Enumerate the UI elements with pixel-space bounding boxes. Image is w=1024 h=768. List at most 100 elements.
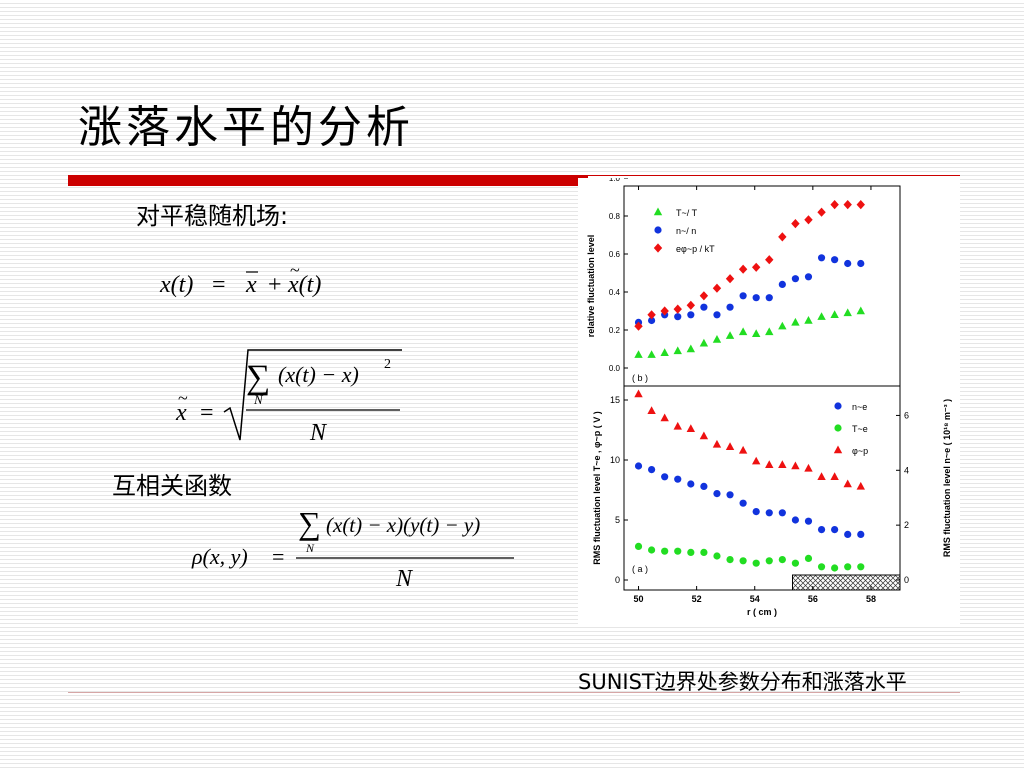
top-series-point bbox=[674, 313, 682, 321]
bottom-right-ytick-label: 6 bbox=[904, 410, 909, 420]
top-series-point bbox=[857, 259, 865, 268]
top-series-point bbox=[843, 200, 852, 210]
bottom-series-point bbox=[778, 460, 787, 468]
formula-rms-sum: ∑ bbox=[246, 359, 270, 396]
bottom-series-point bbox=[725, 442, 735, 450]
top-series-point bbox=[791, 219, 800, 229]
top-ytick-label: 0.0 bbox=[609, 364, 621, 373]
top-series-point bbox=[699, 291, 709, 301]
bottom-legend-label: φ~p bbox=[852, 446, 868, 456]
top-series-point bbox=[817, 312, 826, 320]
bottom-right-ytick-label: 0 bbox=[904, 575, 909, 585]
top-series-point bbox=[725, 331, 735, 339]
tilde-mark: ~ bbox=[290, 260, 300, 280]
top-series-point bbox=[765, 327, 774, 336]
title-accent-line bbox=[588, 175, 960, 176]
xtick-label: 56 bbox=[808, 594, 818, 604]
top-series-point bbox=[791, 317, 800, 326]
limiter-shadow-region bbox=[792, 574, 901, 591]
bottom-series-point bbox=[791, 461, 800, 470]
top-ytick-label: 1.0 bbox=[609, 178, 621, 183]
bottom-series-point bbox=[844, 563, 852, 571]
top-series-point bbox=[817, 207, 826, 217]
top-series-point bbox=[647, 310, 656, 320]
bottom-series-point bbox=[634, 389, 643, 398]
top-series-point bbox=[791, 275, 800, 283]
bottom-legend-marker bbox=[833, 445, 843, 454]
bottom-series-point bbox=[687, 480, 695, 488]
formula-decomp-lhs: x(t) bbox=[159, 272, 193, 298]
footer-divider bbox=[68, 692, 960, 693]
top-legend-marker bbox=[653, 243, 663, 253]
top-ytick-label: 0.2 bbox=[609, 326, 621, 335]
top-series-point bbox=[738, 327, 748, 336]
formula-decomp-mean: x bbox=[245, 272, 257, 298]
bottom-right-y-axis-label: RMS fluctuation level n~e ( 10¹⁸ m⁻³ ) bbox=[942, 399, 952, 557]
slide-caption: SUNIST边界处参数分布和涨落水平 bbox=[578, 670, 907, 694]
top-series-point bbox=[843, 308, 852, 317]
formula-correlation: ρ(x, y) = ∑ N (x(t) − x)(y(t) − y) N bbox=[191, 505, 514, 592]
top-legend-label: n~/ n bbox=[676, 226, 696, 236]
bottom-series-point bbox=[778, 556, 786, 564]
top-series-point bbox=[686, 300, 696, 310]
top-series-point bbox=[830, 310, 839, 318]
top-ytick-label: 0.8 bbox=[609, 212, 621, 221]
top-series-point bbox=[751, 329, 761, 337]
top-legend-marker bbox=[654, 226, 662, 234]
top-series-point bbox=[700, 303, 708, 311]
formula-rms-lhs: x bbox=[175, 400, 187, 426]
top-series-point bbox=[752, 294, 760, 302]
top-series-point bbox=[778, 232, 787, 242]
fluctuation-chart-svg: 0.0 0.2 0.4 0.6 0.8 1.0 0 5 10 15 0 2 4 6 50 52 54 56 58 r … bbox=[586, 174, 952, 617]
top-series-point bbox=[686, 344, 696, 353]
bottom-series-point bbox=[713, 552, 721, 560]
xtick-label: 52 bbox=[692, 594, 702, 604]
formula-corr-sum: ∑ bbox=[298, 505, 321, 541]
xtick-label: 58 bbox=[866, 594, 876, 604]
bottom-series-point bbox=[857, 563, 865, 571]
bottom-series-point bbox=[674, 547, 682, 555]
bottom-series-point bbox=[739, 557, 747, 565]
top-legend-marker bbox=[653, 207, 663, 216]
formula-corr-denom: N bbox=[395, 566, 414, 592]
top-series-point bbox=[856, 200, 865, 210]
top-series-point bbox=[699, 338, 709, 347]
top-series-point bbox=[687, 311, 695, 319]
top-series-point bbox=[634, 350, 643, 358]
top-series-point bbox=[765, 294, 773, 302]
bottom-series-point bbox=[687, 548, 695, 556]
bottom-series-point bbox=[831, 526, 839, 534]
panel-label-b: ( b ) bbox=[632, 373, 648, 383]
top-series-point bbox=[738, 264, 748, 274]
bottom-series-point bbox=[686, 424, 696, 432]
bottom-series-point bbox=[844, 530, 852, 538]
slide-title: 涨落水平的分析 bbox=[78, 102, 414, 153]
top-series-point bbox=[712, 335, 722, 343]
bottom-series-point bbox=[751, 456, 761, 465]
formula-rms-numer: (x(t) − x) bbox=[278, 362, 359, 387]
formula-decomposition: x(t) = x + x(t) ~ bbox=[159, 260, 321, 298]
xtick-label: 54 bbox=[750, 594, 760, 604]
bottom-ytick-label: 15 bbox=[610, 395, 620, 405]
formula-rms-power: 2 bbox=[384, 357, 391, 372]
top-series-point bbox=[673, 304, 682, 314]
top-y-axis-label: relative fluctuation level bbox=[586, 235, 596, 338]
bottom-series-point bbox=[804, 463, 813, 472]
bottom-series-point bbox=[738, 445, 748, 454]
formula-decomp-plus: + bbox=[268, 272, 282, 298]
formula-rms-eq: = bbox=[200, 400, 214, 426]
bottom-ytick-label: 0 bbox=[615, 575, 620, 585]
bottom-ytick-label: 10 bbox=[610, 455, 620, 465]
bottom-series-point bbox=[700, 482, 708, 490]
formula-rms-denom: N bbox=[309, 420, 328, 446]
bottom-series-point bbox=[661, 547, 669, 555]
formula-corr-sub: N bbox=[305, 541, 315, 555]
top-legend-label: T~/ T bbox=[676, 208, 698, 218]
top-series-point bbox=[648, 316, 656, 325]
formula-corr-lhs: ρ(x, y) bbox=[191, 544, 248, 569]
bottom-y-axis-label: RMS fluctuation level T~e , φ~p ( V ) bbox=[592, 411, 602, 564]
top-series-point bbox=[778, 321, 787, 330]
bottom-series-point bbox=[700, 548, 708, 556]
bottom-series-point bbox=[660, 413, 669, 422]
bottom-legend-label: n~e bbox=[852, 402, 867, 412]
